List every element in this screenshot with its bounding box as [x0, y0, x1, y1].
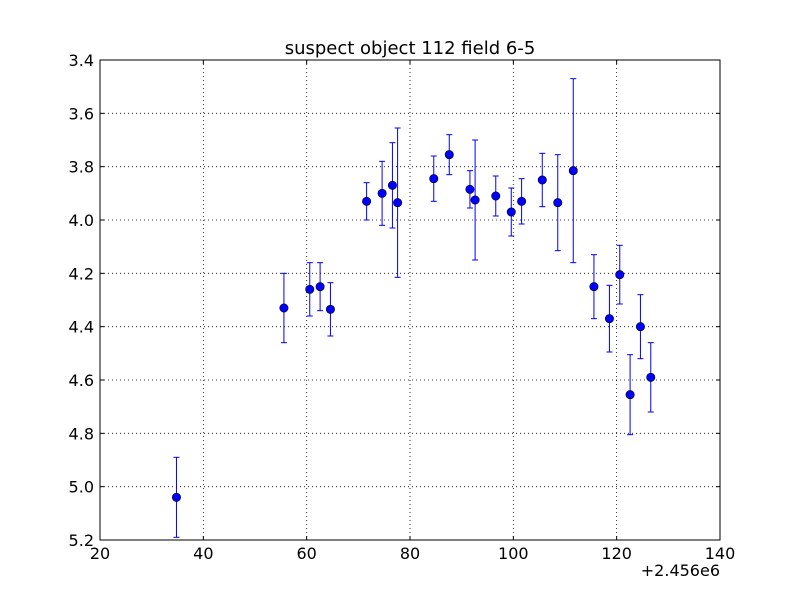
data-point [429, 174, 439, 184]
data-point [377, 188, 387, 198]
data-point [465, 184, 475, 194]
data-point [568, 166, 578, 176]
data-point [625, 390, 635, 400]
data-point [279, 303, 289, 313]
data-point [470, 195, 480, 205]
x-offset-label: +2.456e6 [641, 561, 720, 580]
data-point [615, 270, 625, 280]
data-point [491, 191, 501, 201]
y-tick-label: 4.4 [69, 318, 94, 337]
data-point [171, 492, 181, 502]
y-tick-label: 4.2 [69, 264, 94, 283]
data-point [506, 207, 516, 217]
data-point [604, 314, 614, 324]
data-point [315, 282, 325, 292]
data-point [646, 372, 656, 382]
y-tick-label: 4.8 [69, 424, 94, 443]
data-layer [171, 78, 656, 538]
data-point [517, 196, 527, 206]
x-tick-label: 100 [498, 544, 529, 563]
data-point [635, 322, 645, 332]
y-tick-label: 4.6 [69, 371, 94, 390]
tick-layer: 20 40 60 80 100 120 140 3.4 3.6 3.8 4.0 4.2 4.4 4.6 4.… [69, 51, 736, 563]
x-tick-label: 60 [296, 544, 316, 563]
data-point [537, 175, 547, 185]
data-point [305, 284, 315, 294]
y-tick-label: 3.4 [69, 51, 94, 70]
chart-title: suspect object 112 field 6-5 [285, 38, 536, 59]
data-point [444, 150, 454, 160]
data-point [362, 196, 372, 206]
y-tick-label: 3.6 [69, 104, 94, 123]
data-point [387, 180, 397, 190]
y-tick-label: 3.8 [69, 158, 94, 177]
y-tick-label: 5.2 [69, 531, 94, 550]
data-point [553, 198, 563, 208]
y-tick-label: 5.0 [69, 478, 94, 497]
x-tick-label: 20 [90, 544, 110, 563]
x-tick-label: 140 [705, 544, 736, 563]
data-point [393, 198, 403, 208]
x-tick-label: 120 [601, 544, 632, 563]
x-tick-label: 40 [193, 544, 213, 563]
data-point [325, 304, 335, 314]
y-tick-label: 4.0 [69, 211, 94, 230]
x-tick-label: 80 [400, 544, 420, 563]
data-point [589, 282, 599, 292]
